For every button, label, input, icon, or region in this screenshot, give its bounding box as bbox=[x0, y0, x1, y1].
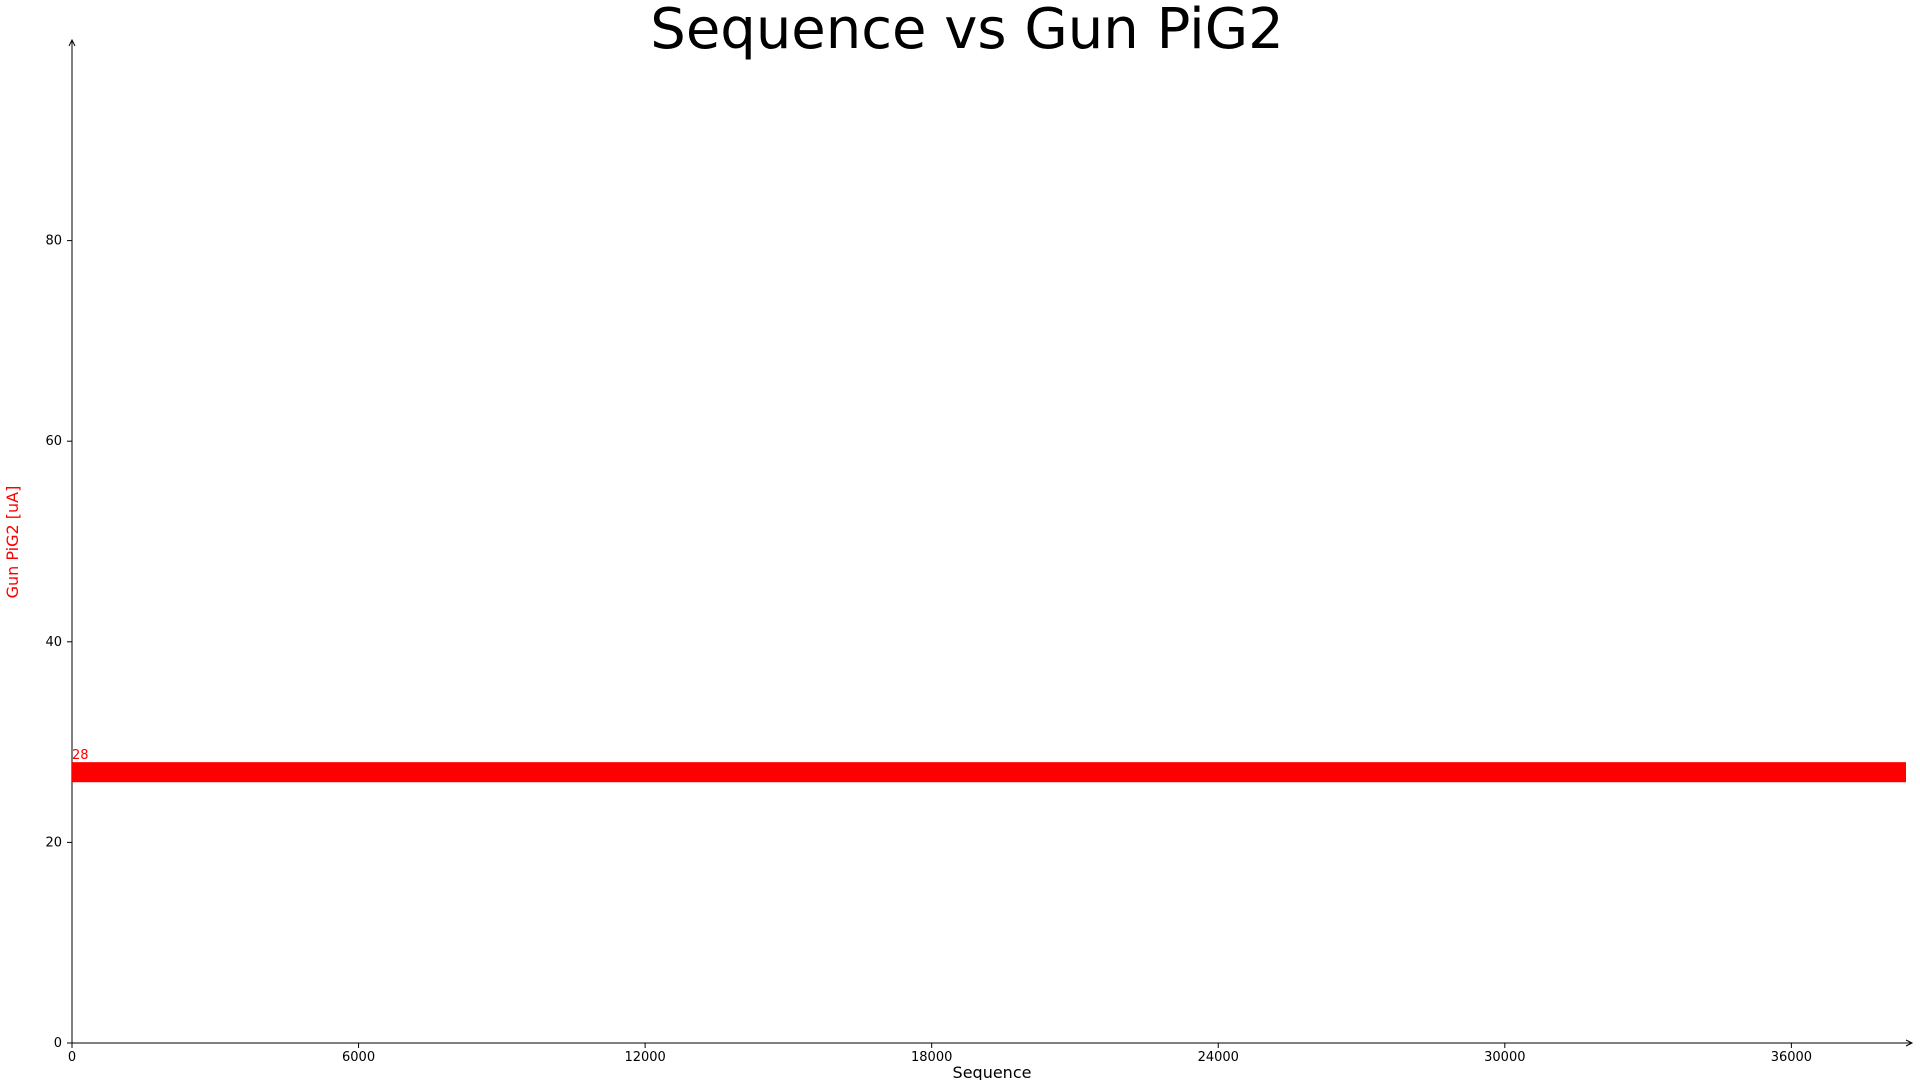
x-tick-label: 18000 bbox=[911, 1050, 952, 1065]
x-axis-label: Sequence bbox=[953, 1063, 1032, 1080]
y-axis-label: Gun PiG2 [uA] bbox=[3, 486, 22, 599]
x-tick-label: 30000 bbox=[1484, 1050, 1525, 1065]
data-label: 28 bbox=[72, 748, 89, 763]
y-tick-label: 60 bbox=[45, 434, 62, 449]
x-axis-arrow bbox=[1905, 1039, 1914, 1047]
x-tick-label: 12000 bbox=[624, 1050, 665, 1065]
y-tick-label: 40 bbox=[45, 635, 62, 650]
x-tick-label: 36000 bbox=[1771, 1050, 1812, 1065]
annotations: 28 bbox=[72, 748, 89, 763]
series-layer bbox=[72, 762, 1906, 783]
y-axis-arrow bbox=[68, 38, 76, 47]
x-tick-label: 24000 bbox=[1198, 1050, 1239, 1065]
axes bbox=[68, 38, 1914, 1047]
y-tick-label: 0 bbox=[54, 1036, 62, 1051]
chart-title: Sequence vs Gun PiG2 bbox=[650, 0, 1283, 62]
y-tick-label: 80 bbox=[45, 234, 62, 249]
x-tick-label: 6000 bbox=[342, 1050, 375, 1065]
x-tick-label: 0 bbox=[68, 1050, 76, 1065]
ticks: 0 6000 12000 18000 24000 30000 36000 0 20 40 60 80 bbox=[45, 234, 1812, 1065]
y-tick-label: 20 bbox=[45, 835, 62, 850]
